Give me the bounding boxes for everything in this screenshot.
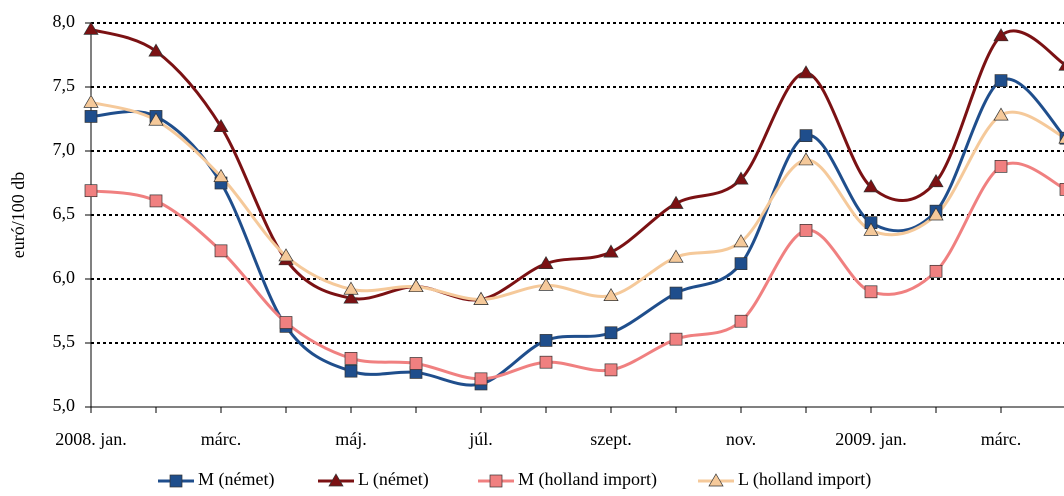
data-point [994, 160, 1008, 173]
data-point [343, 281, 359, 295]
x-tick-label: máj. [335, 429, 367, 449]
y-tick-label: 8,0 [53, 11, 76, 31]
series-line [90, 100, 1064, 301]
data-point [279, 316, 293, 329]
data-point [798, 152, 814, 166]
data-point [538, 255, 554, 269]
x-tick-label: nov. [726, 429, 756, 449]
x-tick-label: 2009. jan. [835, 429, 907, 449]
x-tick-label: márc. [981, 429, 1021, 449]
data-point [539, 334, 553, 347]
data-point [798, 65, 814, 79]
data-point [474, 372, 488, 386]
data-point [668, 249, 684, 263]
data-point [409, 357, 423, 370]
x-tick-label: szept. [590, 429, 631, 449]
series-line [90, 161, 1064, 381]
data-point [604, 326, 618, 340]
data-point [473, 291, 489, 305]
y-tick-label: 5,0 [53, 395, 76, 415]
data-point [343, 290, 359, 304]
legend-label: M (német) [198, 469, 274, 490]
legend-marker [169, 474, 183, 488]
y-tick-label: 7,5 [53, 75, 76, 95]
series-line [90, 27, 1064, 302]
legend-label: M (holland import) [518, 469, 657, 490]
legend-item: M (holland import) [478, 469, 657, 490]
data-point [733, 171, 749, 185]
legend-marker [328, 473, 344, 487]
legend-marker [708, 473, 724, 487]
data-point [84, 110, 98, 123]
data-point [538, 277, 554, 291]
data-point [278, 248, 294, 262]
y-tick-label: 6,0 [53, 267, 76, 287]
data-point [149, 194, 163, 208]
legend-label: L (holland import) [738, 469, 871, 490]
data-point [928, 174, 944, 188]
data-point [148, 112, 164, 126]
data-point [863, 179, 879, 193]
legend-item: L (német) [318, 469, 429, 490]
data-point [994, 74, 1008, 87]
data-point [669, 286, 683, 300]
data-point [344, 352, 358, 365]
y-tick-label: 6,5 [53, 203, 76, 223]
data-point [604, 363, 618, 377]
data-point [1059, 183, 1064, 196]
x-tick-label: júl. [468, 429, 493, 449]
data-point [734, 314, 748, 328]
data-point [993, 107, 1009, 121]
data-point [1058, 60, 1064, 71]
data-point [929, 264, 943, 278]
y-tick-label: 7,0 [53, 139, 76, 159]
data-point [799, 129, 813, 142]
legend-label: L (német) [358, 469, 429, 490]
data-point [83, 21, 99, 35]
data-point [84, 184, 98, 198]
data-point [603, 244, 619, 258]
y-axis-label: euró/100 db [8, 172, 28, 258]
data-point [83, 94, 99, 108]
data-point [668, 195, 684, 209]
data-point [733, 234, 749, 248]
legend-item: L (holland import) [698, 469, 871, 490]
data-point [344, 364, 358, 378]
data-point [148, 43, 164, 57]
data-point [1058, 133, 1064, 144]
data-point [669, 332, 683, 346]
x-tick-label: 2008. jan. [55, 429, 127, 449]
data-point [603, 287, 619, 301]
data-point [408, 278, 424, 293]
x-tick-label: márc. [201, 429, 241, 449]
data-point [213, 118, 229, 133]
series-line [90, 77, 1064, 387]
data-point [539, 355, 553, 369]
legend-item: M (német) [158, 469, 274, 490]
data-point [214, 244, 228, 258]
data-point [864, 285, 878, 299]
data-point [993, 28, 1009, 42]
data-point [863, 222, 879, 236]
legend-marker [489, 474, 503, 488]
data-point [799, 224, 813, 237]
data-point [734, 257, 748, 270]
data-point [928, 207, 944, 221]
y-tick-label: 5,5 [53, 331, 76, 351]
data-point [213, 168, 229, 182]
